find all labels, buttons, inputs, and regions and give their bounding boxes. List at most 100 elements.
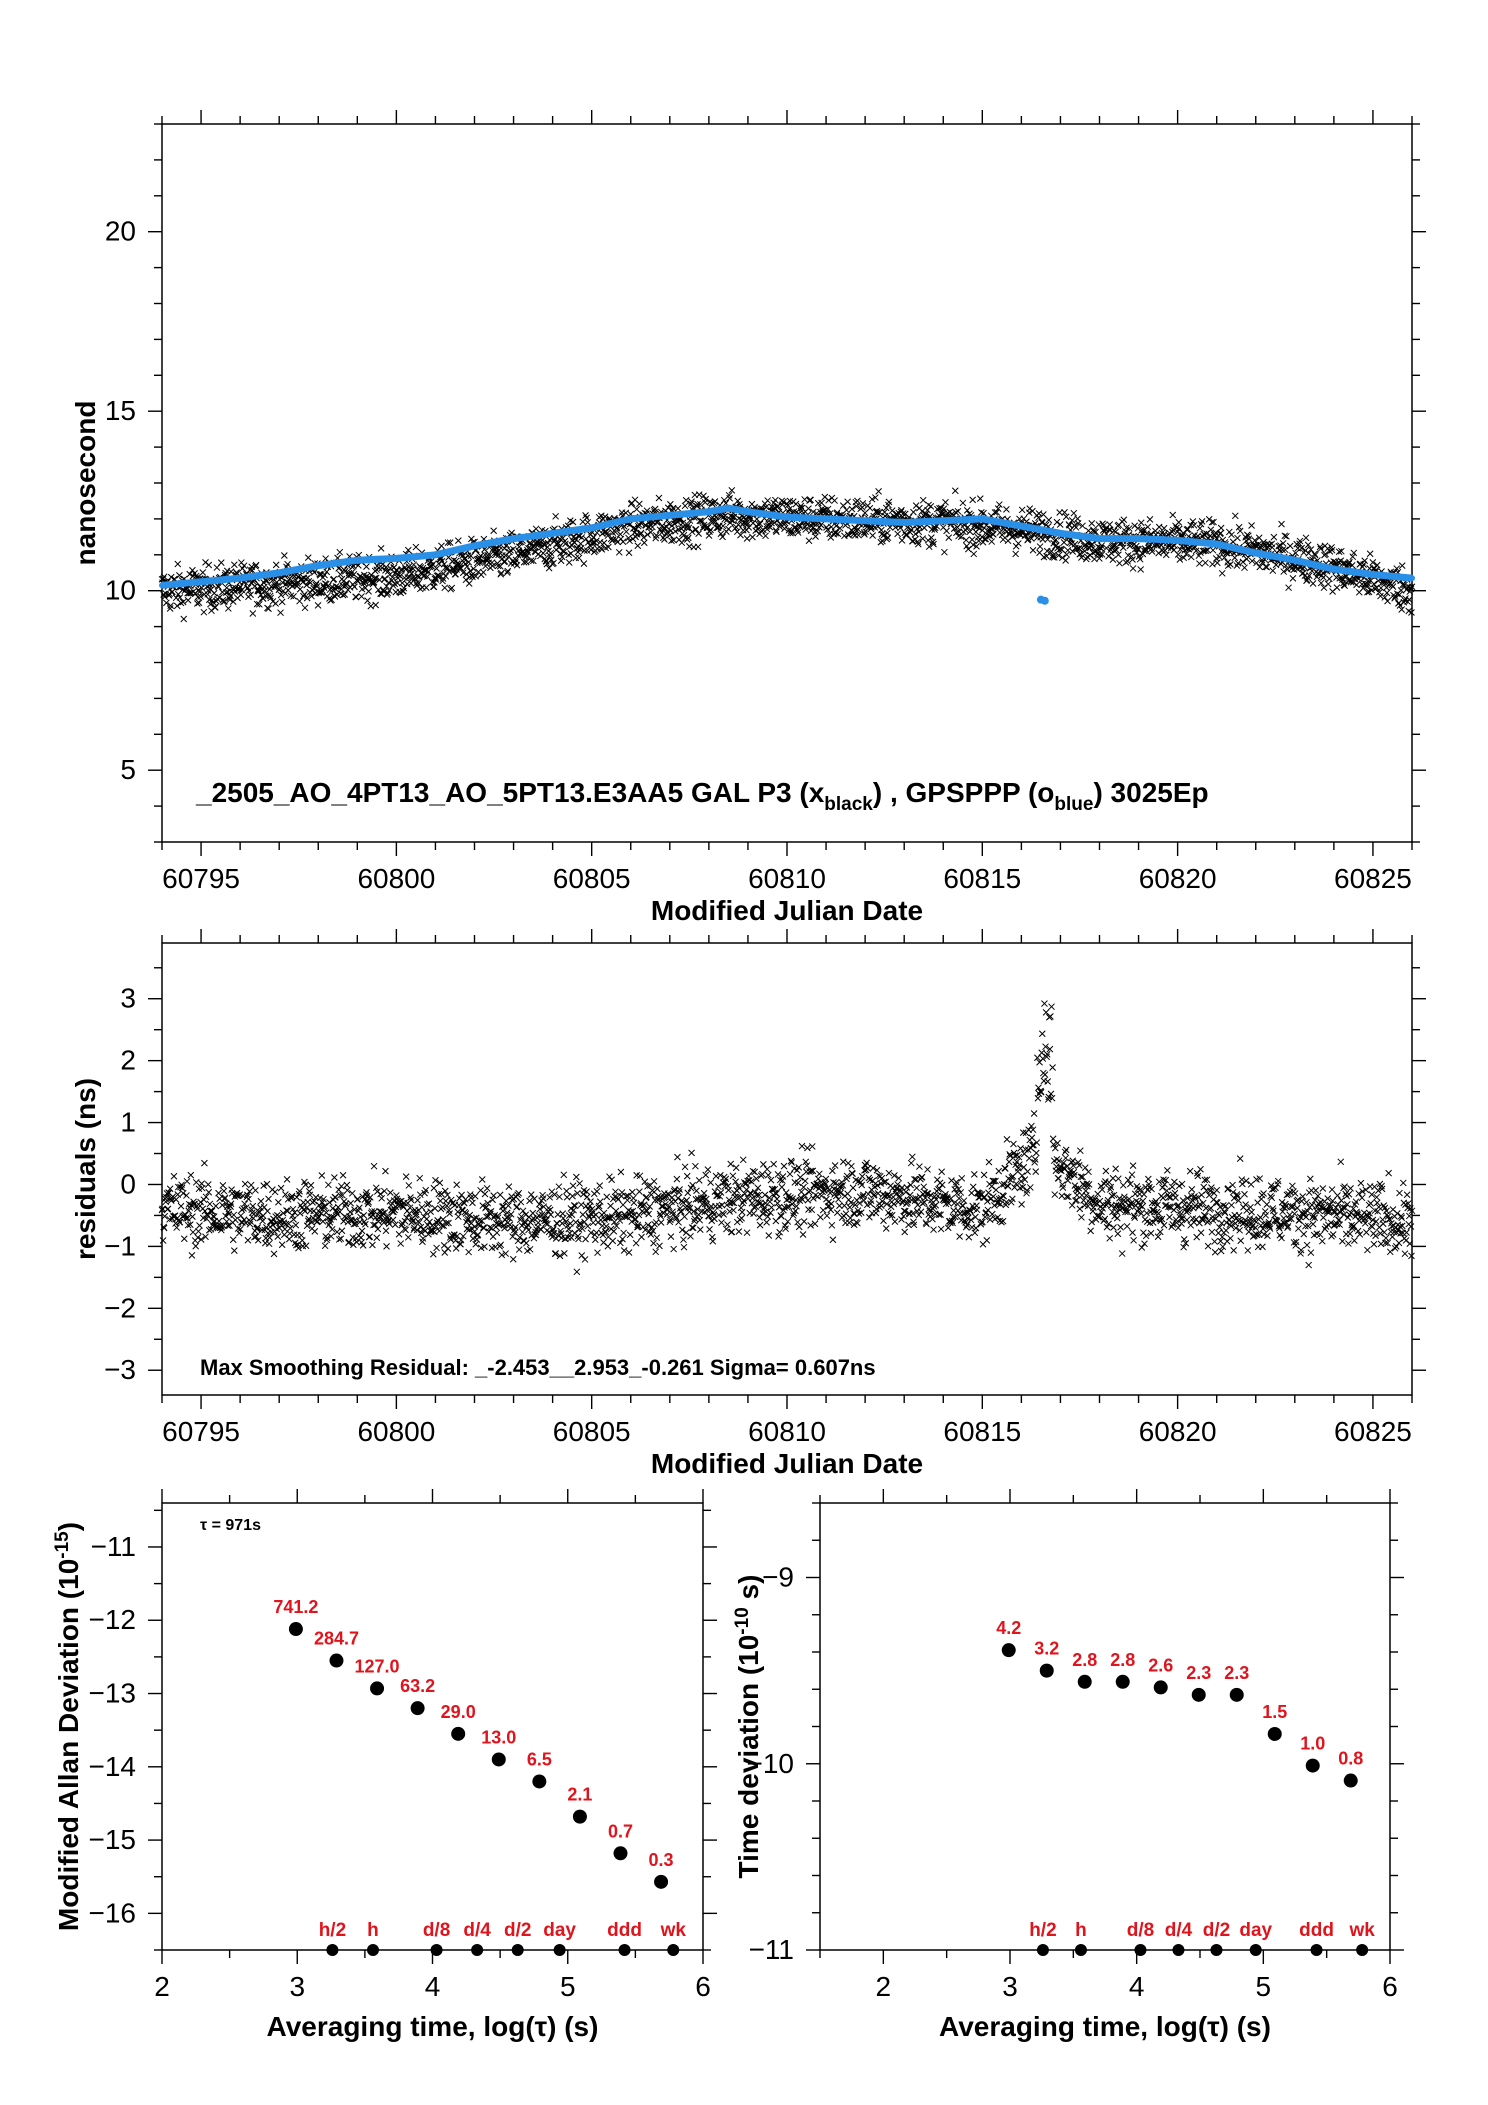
scatter-x-point	[651, 505, 659, 513]
scatter-x-point	[1039, 535, 1047, 543]
scatter-x-point	[1036, 543, 1044, 550]
deviation-point-label: 13.0	[481, 1727, 516, 1747]
scatter-x-point	[640, 539, 648, 547]
scatter-x-point	[933, 505, 941, 513]
deviation-point	[613, 1846, 628, 1861]
scatter-x-point	[862, 528, 869, 536]
time-marker-point	[430, 1944, 443, 1956]
scatter-x-point	[404, 546, 412, 554]
scatter-x-point	[501, 558, 509, 565]
scatter-x-point	[1097, 545, 1105, 552]
gpsppp-series-point	[471, 542, 478, 549]
scatter-x-point	[902, 531, 910, 539]
gpsppp-series-point	[315, 562, 322, 569]
scatter-x-point	[238, 586, 246, 594]
scatter-x-point	[199, 569, 207, 576]
scatter-x-point	[503, 569, 511, 576]
scatter-x-point	[702, 495, 710, 503]
scatter-x-point	[360, 579, 368, 587]
scatter-x-point	[951, 487, 959, 495]
scatter-x-point	[466, 567, 474, 575]
scatter-x-point	[334, 584, 342, 591]
scatter-x-point	[824, 526, 831, 534]
scatter-x-point	[605, 543, 612, 551]
scatter-x-point	[609, 536, 617, 543]
scatter-x-point	[894, 530, 901, 538]
scatter-x-point	[612, 528, 619, 536]
scatter-x-point	[1068, 517, 1076, 524]
scatter-x-point	[942, 498, 949, 506]
scatter-x-point	[876, 508, 884, 516]
scatter-x-point	[929, 538, 937, 546]
scatter-x-point	[269, 577, 276, 584]
scatter-x-point	[874, 509, 881, 516]
gpsppp-series-point	[1213, 541, 1220, 548]
y-tick-label: 3	[120, 983, 136, 1014]
scatter-x-point	[230, 561, 238, 569]
scatter-x-point	[197, 593, 204, 600]
x-tick-label: 6	[695, 1971, 711, 2002]
time-marker-point	[366, 1944, 379, 1956]
scatter-x-point	[438, 557, 446, 565]
scatter-x-point	[384, 567, 392, 575]
scatter-x-point	[318, 588, 326, 596]
scatter-x-point	[662, 530, 670, 537]
scatter-x-point	[968, 536, 976, 543]
scatter-x-point	[162, 599, 170, 607]
scatter-x-point	[339, 591, 347, 599]
scatter-x-point	[284, 560, 291, 568]
gpsppp-series-point	[940, 517, 947, 524]
scatter-x-point	[1081, 547, 1089, 555]
scatter-x-point	[465, 580, 473, 587]
scatter-x-point	[441, 584, 449, 592]
y-axis-label: residuals (ns)	[70, 1078, 101, 1260]
time-marker-point	[511, 1944, 524, 1956]
scatter-x-point	[247, 591, 254, 599]
y-tick-label: −12	[89, 1604, 137, 1635]
scatter-x-point	[794, 529, 802, 536]
scatter-x-point	[973, 543, 980, 550]
scatter-x-point	[593, 537, 600, 545]
scatter-x-point	[794, 526, 801, 534]
scatter-x-point	[756, 520, 764, 528]
scatter-x-point	[893, 510, 900, 518]
scatter-x-point	[389, 573, 396, 581]
scatter-x-point	[1028, 535, 1035, 542]
scatter-x-point	[320, 584, 328, 592]
scatter-x-point	[814, 527, 822, 535]
gpsppp-series-point	[237, 575, 244, 582]
scatter-x-point	[711, 498, 719, 505]
scatter-x-point	[261, 587, 269, 595]
scatter-x-point	[831, 497, 838, 504]
scatter-x-point	[245, 587, 253, 595]
scatter-x-point	[1038, 519, 1046, 527]
scatter-x-point	[773, 528, 780, 536]
scatter-x-point	[809, 524, 817, 532]
scatter-x-point	[694, 500, 701, 508]
scatter-x-point	[694, 543, 702, 551]
scatter-x-point	[336, 548, 344, 556]
scatter-x-point	[385, 587, 393, 594]
scatter-x-point	[707, 526, 714, 534]
gpsppp-series-point	[1018, 523, 1025, 530]
scatter-x-point	[781, 525, 788, 532]
deviation-point-label: 0.3	[649, 1850, 674, 1870]
scatter-x-point	[179, 598, 187, 606]
scatter-x-point	[1045, 516, 1053, 524]
scatter-x-point	[1096, 551, 1104, 558]
scatter-x-point	[1129, 556, 1136, 563]
scatter-x-point	[1072, 524, 1080, 531]
scatter-x-point	[695, 530, 702, 537]
gpsppp-series-point	[510, 535, 517, 542]
gpsppp-series-point	[1174, 537, 1181, 544]
scatter-x-point	[884, 534, 892, 541]
scatter-x-point	[375, 586, 382, 594]
x-tick-label: 5	[560, 1971, 576, 2002]
scatter-x-point	[184, 596, 192, 604]
gpsppp-series-point	[1409, 575, 1415, 582]
scatter-x-point	[1061, 509, 1068, 516]
scatter-x-point	[1124, 557, 1131, 565]
scatter-x-point	[914, 538, 922, 546]
scatter-x-point	[276, 586, 283, 593]
scatter-x-point	[1106, 521, 1114, 528]
